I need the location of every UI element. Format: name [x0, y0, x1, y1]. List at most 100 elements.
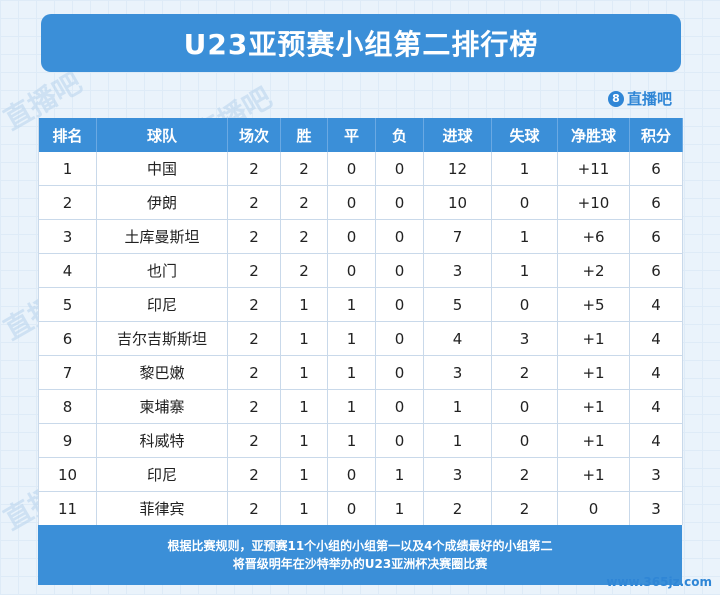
table-cell: 1 — [327, 389, 376, 424]
table-cell: 2 — [280, 185, 328, 220]
table-cell: 0 — [327, 152, 376, 186]
page-title-text: U23亚预赛小组第二排行榜 — [183, 28, 539, 61]
column-header: 平 — [327, 118, 376, 152]
table-cell: 3 — [423, 253, 492, 288]
table-cell: 0 — [375, 321, 424, 356]
table-cell: 4 — [629, 321, 683, 356]
table-row: 5 印尼 2 1 1 0 5 0 +5 4 — [38, 287, 683, 322]
table-cell: 11 — [38, 491, 97, 525]
table-cell: 5 — [38, 287, 97, 322]
table-row: 6 吉尔吉斯斯坦 2 1 1 0 4 3 +1 4 — [38, 321, 683, 356]
table-cell: 2 — [491, 457, 558, 492]
table-cell: 1 — [491, 219, 558, 254]
table-cell: 0 — [375, 219, 424, 254]
table-cell: 0 — [491, 287, 558, 322]
table-cell: +2 — [557, 253, 630, 288]
table-cell: 中国 — [96, 152, 228, 186]
table-cell: 2 — [227, 321, 281, 356]
table-cell: 10 — [423, 185, 492, 220]
table-cell: 1 — [280, 491, 328, 525]
table-row: 2 伊朗 2 2 0 0 10 0 +10 6 — [38, 185, 683, 220]
table-cell: 1 — [423, 389, 492, 424]
table-cell: 1 — [327, 287, 376, 322]
column-header: 负 — [375, 118, 424, 152]
site-url: www.365jz.com — [606, 575, 712, 589]
table-cell: 0 — [327, 491, 376, 525]
table-cell: 1 — [375, 491, 424, 525]
table-body: 1 中国 2 2 0 0 12 1 +11 6 2 伊朗 2 2 0 0 10 0 +10 6 3 土库曼斯坦 2 2 0 0 7 1… — [38, 152, 683, 525]
table-cell: +1 — [557, 321, 630, 356]
column-header: 积分 — [629, 118, 683, 152]
table-row: 4 也门 2 2 0 0 3 1 +2 6 — [38, 253, 683, 288]
table-row: 7 黎巴嫩 2 1 1 0 3 2 +1 4 — [38, 355, 683, 390]
table-cell: 0 — [491, 423, 558, 458]
table-cell: 2 — [491, 491, 558, 525]
table-cell: 6 — [629, 152, 683, 186]
table-row: 1 中国 2 2 0 0 12 1 +11 6 — [38, 152, 683, 186]
table-cell: 4 — [423, 321, 492, 356]
table-cell: 3 — [38, 219, 97, 254]
table-cell: 0 — [375, 287, 424, 322]
table-cell: 4 — [629, 389, 683, 424]
table-cell: 0 — [375, 355, 424, 390]
table-cell: +1 — [557, 423, 630, 458]
table-cell: 2 — [227, 287, 281, 322]
table-cell: 柬埔寨 — [96, 389, 228, 424]
table-cell: 菲律宾 — [96, 491, 228, 525]
table-cell: 1 — [327, 355, 376, 390]
table-cell: +1 — [557, 457, 630, 492]
table-row: 10 印尼 2 1 0 1 3 2 +1 3 — [38, 457, 683, 492]
table-cell: 1 — [491, 253, 558, 288]
table-cell: 1 — [423, 423, 492, 458]
table-cell: 4 — [629, 287, 683, 322]
table-cell: 3 — [629, 491, 683, 525]
table-cell: 0 — [327, 253, 376, 288]
table-cell: 0 — [375, 185, 424, 220]
column-header: 进球 — [423, 118, 492, 152]
table-cell: 3 — [491, 321, 558, 356]
table-cell: 10 — [38, 457, 97, 492]
table-cell: +10 — [557, 185, 630, 220]
column-header: 净胜球 — [557, 118, 630, 152]
table-cell: 8 — [38, 389, 97, 424]
table-row: 3 土库曼斯坦 2 2 0 0 7 1 +6 6 — [38, 219, 683, 254]
table-row: 9 科威特 2 1 1 0 1 0 +1 4 — [38, 423, 683, 458]
table-cell: 0 — [375, 152, 424, 186]
table-cell: 0 — [557, 491, 630, 525]
table-cell: 也门 — [96, 253, 228, 288]
table-cell: 6 — [629, 185, 683, 220]
column-header: 胜 — [280, 118, 328, 152]
footer-note: 根据比赛规则，亚预赛11个小组的小组第一以及4个成绩最好的小组第二 将晋级明年在… — [38, 525, 682, 585]
column-header: 失球 — [491, 118, 558, 152]
table-cell: 科威特 — [96, 423, 228, 458]
table-cell: 1 — [280, 457, 328, 492]
table-cell: 2 — [491, 355, 558, 390]
table-cell: 7 — [38, 355, 97, 390]
table-cell: 7 — [423, 219, 492, 254]
table-cell: 土库曼斯坦 — [96, 219, 228, 254]
table-cell: 0 — [491, 389, 558, 424]
table-cell: 0 — [375, 253, 424, 288]
table-cell: 6 — [38, 321, 97, 356]
table-cell: 1 — [38, 152, 97, 186]
table-cell: 2 — [227, 152, 281, 186]
table-cell: 6 — [629, 219, 683, 254]
table-cell: +6 — [557, 219, 630, 254]
table-cell: 2 — [227, 423, 281, 458]
table-cell: 印尼 — [96, 457, 228, 492]
brand-badge-icon: 8 — [607, 90, 624, 107]
table-cell: 12 — [423, 152, 492, 186]
table-cell: 0 — [327, 219, 376, 254]
table-cell: 2 — [227, 185, 281, 220]
table-cell: 4 — [629, 355, 683, 390]
standings-table: 排名 球队 场次胜平负进球 失球 净胜球 积分 1 中国 2 2 0 0 12 1 +11 6 2 伊朗 2 2 0 0… — [38, 118, 683, 525]
table-cell: 2 — [227, 219, 281, 254]
table-cell: 1 — [491, 152, 558, 186]
table-cell: 2 — [280, 152, 328, 186]
table-cell: 2 — [280, 219, 328, 254]
table-cell: 3 — [423, 457, 492, 492]
table-cell: +1 — [557, 355, 630, 390]
table-cell: 6 — [629, 253, 683, 288]
table-cell: 0 — [327, 185, 376, 220]
table-cell: 1 — [327, 423, 376, 458]
